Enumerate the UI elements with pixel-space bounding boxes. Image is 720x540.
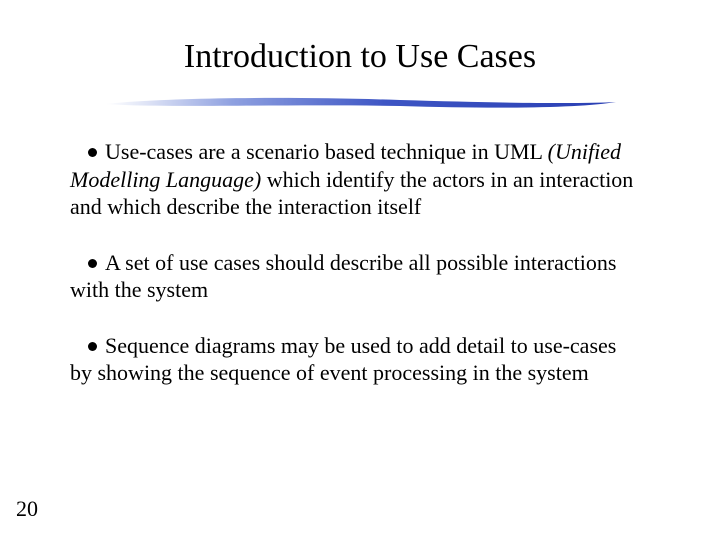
title-divider — [100, 94, 620, 110]
slide-title: Introduction to Use Cases — [60, 38, 660, 76]
bullet-dot-icon — [88, 342, 97, 351]
page-number: 20 — [16, 496, 38, 522]
slide-container: Introduction to Use Cases Use-cases are … — [0, 0, 720, 540]
bullet-dot-icon — [88, 148, 97, 157]
content-area: Use-cases are a scenario based technique… — [60, 138, 660, 387]
bullet-dot-icon — [88, 259, 97, 268]
bullet-item: Use-cases are a scenario based technique… — [70, 138, 640, 221]
bullet-item: Sequence diagrams may be used to add det… — [70, 332, 640, 387]
bullet-text-pre: A set of use cases should describe all p… — [70, 250, 616, 303]
bullet-text-pre: Sequence diagrams may be used to add det… — [70, 333, 616, 386]
bullet-item: A set of use cases should describe all p… — [70, 249, 640, 304]
bullet-text-pre: Use-cases are a scenario based technique… — [105, 139, 548, 164]
